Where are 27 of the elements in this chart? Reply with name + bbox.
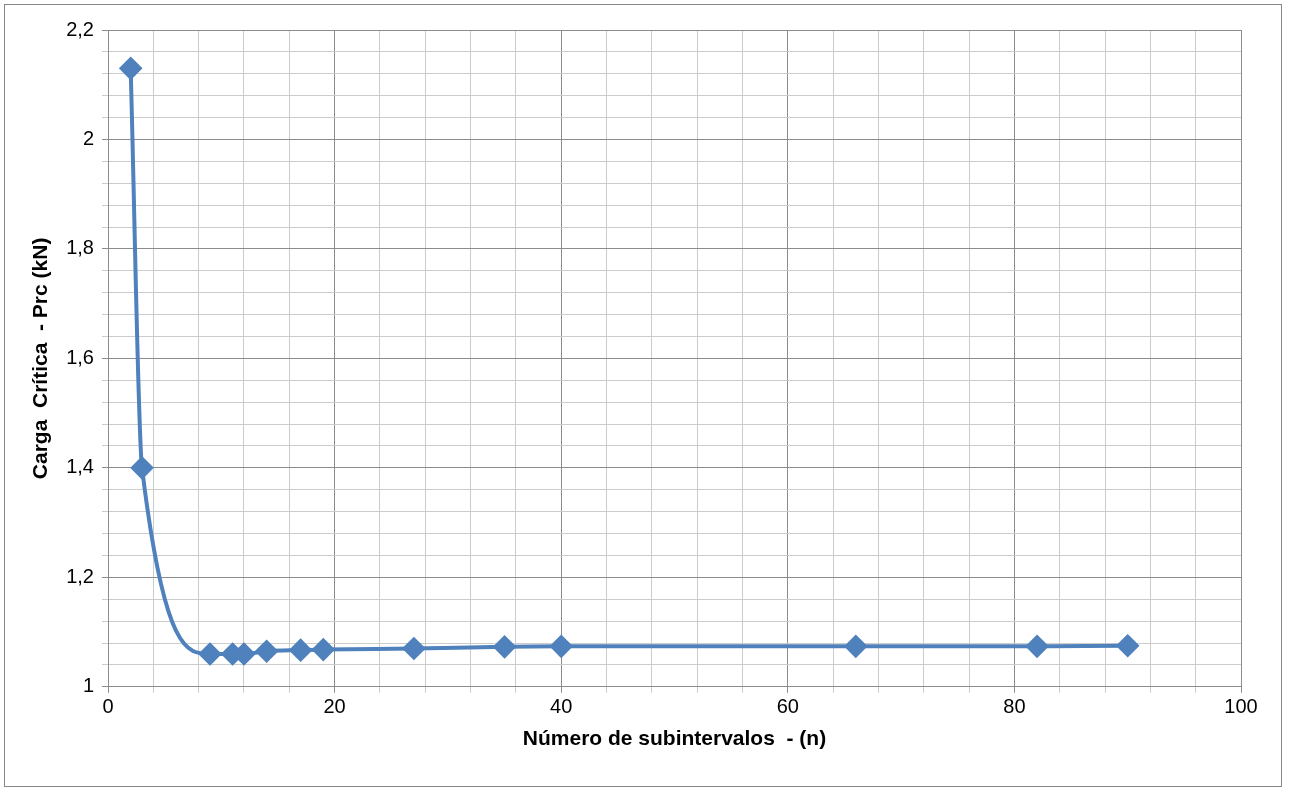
y-tick-label: 1,6	[66, 345, 94, 368]
point	[119, 57, 142, 80]
point	[493, 635, 516, 658]
x-tick-label: 100	[1224, 695, 1258, 718]
y-tick-label: 1,2	[66, 564, 94, 587]
x-tick-label: 60	[776, 695, 799, 718]
x-tick-label: 40	[550, 695, 573, 718]
y-tick-label: 1	[82, 674, 94, 697]
point	[130, 456, 153, 479]
point	[289, 639, 312, 662]
point	[198, 642, 221, 665]
y-tick-label: 1,4	[66, 455, 94, 478]
point	[1116, 634, 1139, 657]
x-tick-label: 80	[1003, 695, 1026, 718]
point	[844, 635, 867, 658]
point	[1026, 635, 1049, 658]
point	[255, 640, 278, 663]
y-tick-label: 1,8	[66, 236, 94, 259]
point	[402, 637, 425, 660]
x-axis-title: Número de subintervalos - (n)	[522, 726, 827, 750]
point	[312, 638, 335, 661]
y-tick-label: 2	[82, 126, 94, 149]
point	[550, 635, 573, 658]
y-tick-label: 2,2	[66, 17, 94, 40]
y-axis-title: Carga Crítica - Prc (kN)	[28, 237, 52, 480]
x-tick-label: 0	[102, 695, 114, 718]
x-tick-label: 20	[323, 695, 346, 718]
